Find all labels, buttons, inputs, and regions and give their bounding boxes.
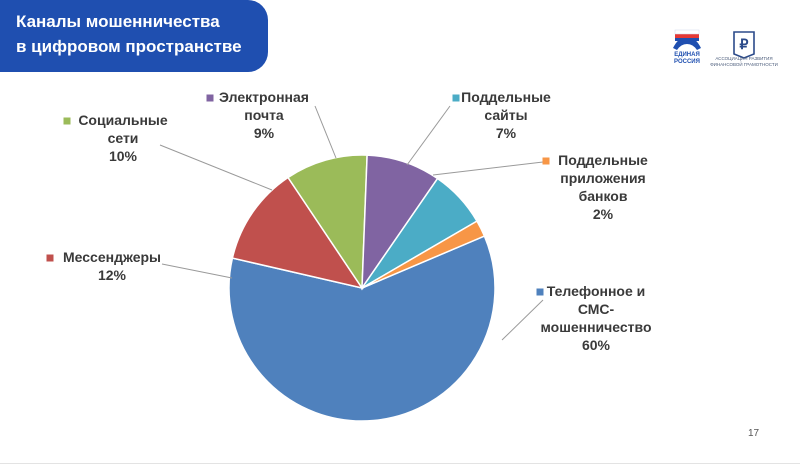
slice-category-label-5: Поддельные (461, 89, 551, 105)
slice-value-label-2: 12% (98, 267, 127, 283)
slice-category-label-4: Электронная (219, 89, 309, 105)
label-marker-2 (46, 254, 54, 262)
leader-line-5 (406, 105, 451, 166)
pie-slice-1 (228, 235, 496, 422)
financial-literacy-association-logo-icon: ₽ (733, 31, 755, 59)
page-number: 17 (748, 428, 760, 439)
slice-category-label-3: сети (108, 130, 139, 146)
slice-value-label-4: 9% (254, 125, 275, 141)
pie-slice-3 (286, 154, 368, 291)
label-marker-4 (206, 94, 214, 102)
slice-category-label-1: Телефонное и (547, 283, 646, 299)
slice-category-label-6: приложения (560, 170, 645, 186)
slice-category-label-5: сайты (484, 107, 527, 123)
slice-value-label-1: 60% (582, 337, 611, 353)
slice-category-label-4: почта (244, 107, 284, 123)
association-logo-text: АССОЦИАЦИЯ РАЗВИТИЯ ФИНАНСОВОЙ ГРАМОТНОС… (710, 56, 778, 67)
slice-category-label-2: Мессенджеры (63, 249, 161, 265)
label-marker-3 (63, 117, 71, 125)
bottom-divider (0, 463, 800, 464)
pie-slice-6 (361, 220, 486, 289)
slice-category-label-1: мошенничество (540, 319, 651, 335)
slice-category-label-1: СМС- (578, 301, 615, 317)
slice-category-label-3: Социальные (78, 112, 168, 128)
leader-line-1 (501, 299, 544, 341)
slice-category-label-6: банков (579, 188, 628, 204)
slide-title-line-1: Каналы мошенничества (16, 12, 220, 31)
svg-text:₽: ₽ (740, 38, 749, 53)
leader-line-6 (432, 161, 544, 176)
slide-title-line-2: в цифровом пространстве (16, 37, 242, 56)
leader-line-3 (159, 144, 273, 191)
united-russia-bear-logo-icon (673, 29, 701, 50)
pie-slice-2 (231, 176, 364, 290)
label-marker-1 (536, 288, 544, 296)
united-russia-logo-text: ЕДИНАЯ РОССИЯ (674, 52, 700, 65)
label-marker-6 (542, 157, 550, 165)
leader-line-4 (314, 105, 337, 159)
title-banner: Каналы мошенничества в цифровом простран… (0, 0, 268, 72)
label-marker-5 (452, 94, 460, 102)
slice-value-label-5: 7% (496, 125, 517, 141)
leader-line-2 (161, 263, 233, 279)
slice-value-label-3: 10% (109, 148, 138, 164)
slice-category-label-6: Поддельные (558, 152, 648, 168)
slice-value-label-6: 2% (593, 206, 614, 222)
